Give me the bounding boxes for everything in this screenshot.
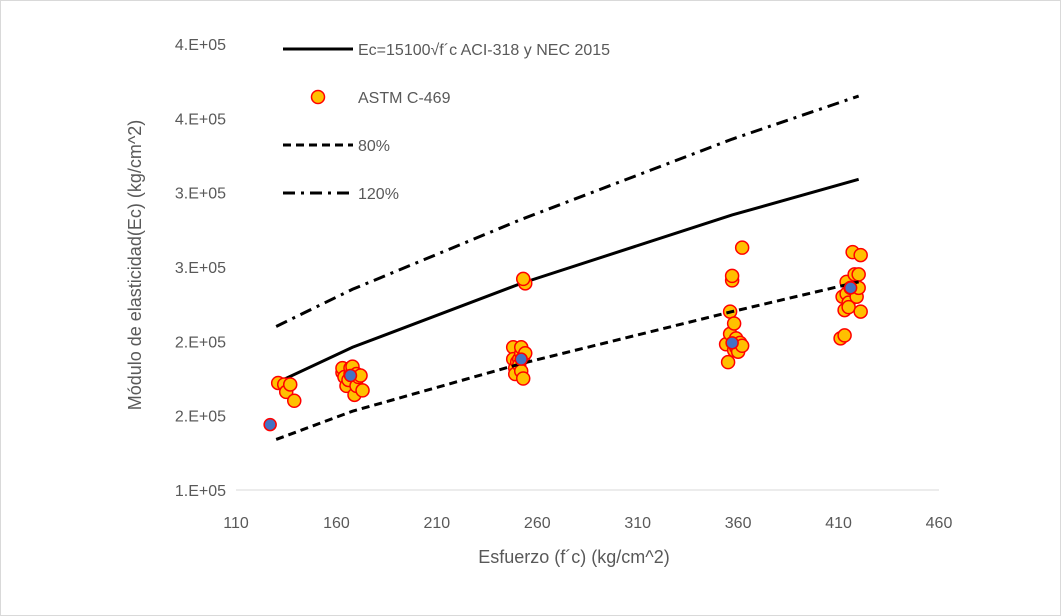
mean-point (514, 352, 528, 366)
axes: 110 160 210 260 310 360 410 460 1.E+05 2.E+05 2.E… (125, 37, 952, 567)
y-tick-label: 2.E+05 (175, 334, 226, 351)
data-point (837, 328, 852, 343)
x-tick-label: 410 (825, 515, 852, 532)
x-tick-label: 360 (725, 515, 752, 532)
series-line-dashdot (275, 94, 860, 328)
data-point (720, 354, 736, 370)
x-axis-title: Esfuerzo (f´c) (kg/cm^2) (478, 547, 669, 567)
mean-point (263, 417, 277, 432)
legend: Ec=15100√f´c ACI-318 y NEC 2015 ASTM C-46… (283, 42, 610, 203)
legend-label: 120% (358, 186, 399, 203)
data-point (282, 377, 298, 392)
legend-label: Ec=15100√f´c ACI-318 y NEC 2015 (358, 42, 610, 59)
data-point (853, 247, 868, 263)
data-point (286, 393, 302, 409)
y-axis-title: Módulo de elasticidad(Ec) (kg/cm^2) (125, 120, 145, 411)
y-tick-label: 2.E+05 (175, 409, 226, 426)
y-tick-label: 3.E+05 (175, 260, 226, 277)
data-point (853, 304, 868, 319)
x-tick-label: 260 (524, 515, 551, 532)
legend-label: 80% (358, 138, 390, 155)
x-tick-label: 460 (926, 515, 953, 532)
y-tick-label: 3.E+05 (175, 186, 226, 203)
data-point (355, 383, 370, 398)
x-tick-label: 310 (624, 515, 651, 532)
mean-point (343, 368, 358, 383)
series-line-dashed (275, 280, 860, 441)
data-point (734, 240, 750, 255)
data-point (724, 268, 740, 284)
data-point (851, 267, 866, 282)
y-axis-ticks: 1.E+05 2.E+05 2.E+05 3.E+05 3.E+05 4.E+05 4.E+… (175, 37, 226, 500)
y-tick-label: 1.E+05 (175, 483, 226, 500)
mean-point (725, 336, 739, 350)
y-tick-label: 4.E+05 (175, 37, 226, 54)
x-tick-label: 210 (424, 515, 451, 532)
data-point (726, 316, 742, 331)
legend-marker (310, 89, 326, 105)
x-axis-ticks: 110 160 210 260 310 360 410 460 (223, 515, 952, 532)
y-tick-label: 4.E+05 (175, 111, 226, 128)
data-point (515, 371, 531, 386)
legend-label: ASTM C-469 (358, 90, 451, 107)
data-point (515, 271, 531, 287)
x-tick-label: 160 (323, 515, 350, 532)
mean-point (843, 281, 858, 295)
plot-area (263, 94, 868, 441)
x-tick-label: 110 (223, 515, 249, 532)
